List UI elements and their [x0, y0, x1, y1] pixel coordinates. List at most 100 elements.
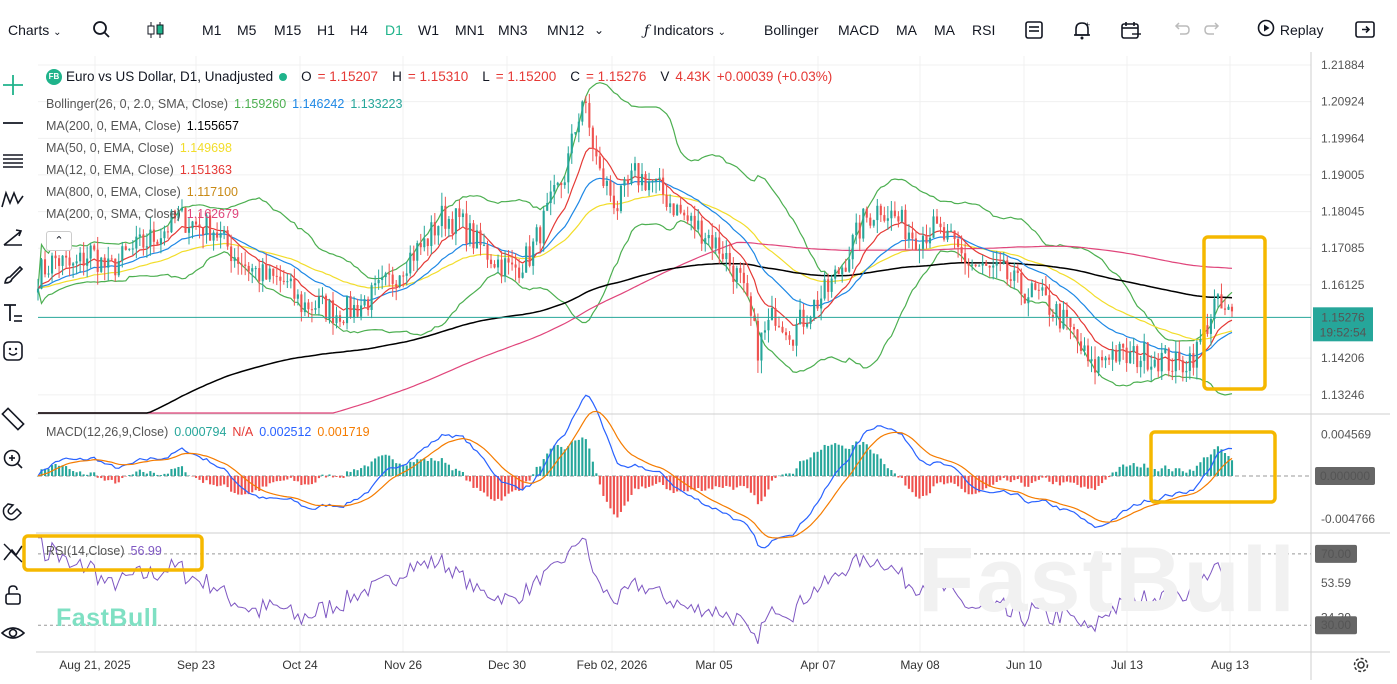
- ma-legend-1[interactable]: MA(50, 0, EMA, Close) 1.149698: [46, 140, 238, 156]
- emoji-icon[interactable]: [0, 338, 26, 364]
- candle-body: [1118, 343, 1121, 362]
- macd-na-value: N/A: [232, 425, 254, 439]
- brush-icon[interactable]: [0, 262, 26, 288]
- more-timeframes-icon[interactable]: ⌄: [594, 23, 605, 37]
- fib-lines-icon[interactable]: [0, 148, 26, 174]
- timeframe-d1[interactable]: D1: [385, 22, 403, 38]
- quick-indicator-ma[interactable]: MA: [896, 22, 917, 38]
- candle-body: [539, 227, 542, 244]
- quick-indicator-ma-2[interactable]: MA: [934, 22, 955, 38]
- search-icon[interactable]: [92, 20, 112, 47]
- macd-legend[interactable]: MACD(12,26,9,Close) 0.000794 N/A 0.002512 0.…: [46, 424, 376, 440]
- pattern-icon[interactable]: [0, 186, 26, 212]
- macd-hist-bar: [433, 460, 436, 476]
- close-value: = 1.15276: [585, 69, 647, 84]
- projection-icon[interactable]: [0, 224, 26, 250]
- bollinger-legend[interactable]: Bollinger(26, 0, 2.0, SMA, Close) 1.15926…: [46, 96, 408, 112]
- ruler-icon[interactable]: [0, 406, 26, 432]
- macd-hist-bar: [992, 476, 995, 485]
- candle-body: [848, 259, 851, 272]
- candle-body: [258, 268, 261, 282]
- candle-body: [187, 228, 191, 233]
- candle-body: [184, 207, 187, 233]
- timeframe-h1[interactable]: H1: [317, 22, 335, 38]
- candle-body: [981, 262, 984, 266]
- macd-hist-bar: [1199, 462, 1202, 476]
- fullscreen-icon[interactable]: [1354, 20, 1376, 47]
- alert-icon[interactable]: +: [1072, 20, 1092, 47]
- ma-legend-2[interactable]: MA(12, 0, EMA, Close) 1.151363: [46, 162, 238, 178]
- lock-icon[interactable]: [0, 582, 26, 608]
- timeframe-m15[interactable]: M15: [274, 22, 302, 38]
- text-tool-icon[interactable]: [0, 300, 26, 326]
- macd-hist-bar: [960, 476, 963, 489]
- macd-hist-bar: [1206, 457, 1209, 476]
- redo-icon[interactable]: [1204, 20, 1222, 45]
- zoom-in-icon[interactable]: [0, 446, 26, 472]
- macd-hist-bar: [813, 452, 816, 476]
- candle-body: [261, 264, 264, 282]
- macd-hist-bar: [633, 476, 637, 489]
- top-toolbar: Charts ⌄ M1 M5 M15 H1 H4 D1 W1 MN1 MN3 MN12 ⌄ ƒ I…: [0, 0, 1397, 60]
- candle-body: [117, 261, 120, 276]
- ma-legend-0[interactable]: MA(200, 0, EMA, Close) 1.155657: [46, 118, 245, 134]
- timeframe-w1[interactable]: W1: [418, 22, 439, 38]
- hide-drawings-icon[interactable]: [0, 540, 26, 566]
- ma-legend-3[interactable]: MA(800, 0, EMA, Close) 1.117100: [46, 184, 244, 200]
- macd-hist-bar: [1122, 464, 1125, 476]
- macd-hist-bar: [163, 473, 166, 476]
- undo-icon[interactable]: [1172, 20, 1190, 45]
- macd-hist-bar: [777, 475, 781, 477]
- collapse-legend-icon[interactable]: ⌃: [46, 231, 72, 251]
- macd-hist-bar: [335, 476, 338, 477]
- candle-body: [1209, 318, 1212, 334]
- candle-body: [763, 330, 766, 333]
- macd-hist-bar: [430, 458, 433, 476]
- crosshair-icon[interactable]: [0, 72, 26, 98]
- macd-hist-bar: [830, 444, 833, 476]
- settings-gear-icon[interactable]: [1352, 656, 1370, 679]
- calendar-icon[interactable]: [1120, 20, 1142, 47]
- quick-indicator-rsi[interactable]: RSI: [972, 22, 996, 38]
- macd-hist-bar: [781, 474, 784, 476]
- highlight-box-macd: [1149, 430, 1277, 504]
- timeframe-m5[interactable]: M5: [237, 22, 257, 38]
- candle-body: [992, 265, 995, 268]
- rsi-legend[interactable]: RSI(14,Close) 56.99: [46, 543, 168, 559]
- chevron-down-icon: ⌄: [717, 27, 727, 38]
- magnet-icon[interactable]: [0, 498, 26, 524]
- candle-body: [138, 234, 141, 237]
- market-status-dot: [279, 73, 288, 81]
- template-icon[interactable]: [1024, 20, 1044, 47]
- candle-body: [412, 252, 415, 261]
- candle-body: [767, 319, 770, 331]
- candle-body: [697, 220, 700, 230]
- candle-body: [546, 202, 549, 211]
- eye-icon[interactable]: [0, 620, 26, 646]
- charts-menu-button[interactable]: Charts ⌄: [8, 18, 62, 45]
- candle-body: [451, 218, 454, 234]
- candle-body: [156, 241, 159, 245]
- quick-indicator-bollinger[interactable]: Bollinger: [764, 22, 819, 38]
- high-label: H: [392, 69, 402, 84]
- timeframe-h4[interactable]: H4: [350, 22, 368, 38]
- quick-indicator-macd[interactable]: MACD: [838, 22, 880, 38]
- timeframe-m1[interactable]: M1: [202, 22, 222, 38]
- highlight-box-rsi-legend: [22, 534, 204, 572]
- horizontal-line-icon[interactable]: [0, 110, 26, 136]
- timeframe-mn3[interactable]: MN3: [498, 22, 528, 38]
- indicators-button[interactable]: ƒ Indicators ⌄: [644, 18, 726, 45]
- time-tick-label: Mar 05: [695, 658, 733, 672]
- replay-button[interactable]: Replay: [1256, 18, 1323, 45]
- candle-body: [665, 194, 668, 207]
- macd-hist-bar: [180, 466, 184, 476]
- candle-body: [216, 232, 219, 238]
- macd-hist-bar: [124, 476, 127, 477]
- timeframe-mn1[interactable]: MN1: [455, 22, 485, 38]
- candle-body: [107, 258, 110, 268]
- candle-body: [303, 302, 306, 313]
- timeframe-mn12[interactable]: MN12: [547, 22, 585, 38]
- ma-legend-4[interactable]: MA(200, 0, SMA, Close) 1.162679: [46, 206, 245, 222]
- candle-type-icon[interactable]: [146, 20, 166, 47]
